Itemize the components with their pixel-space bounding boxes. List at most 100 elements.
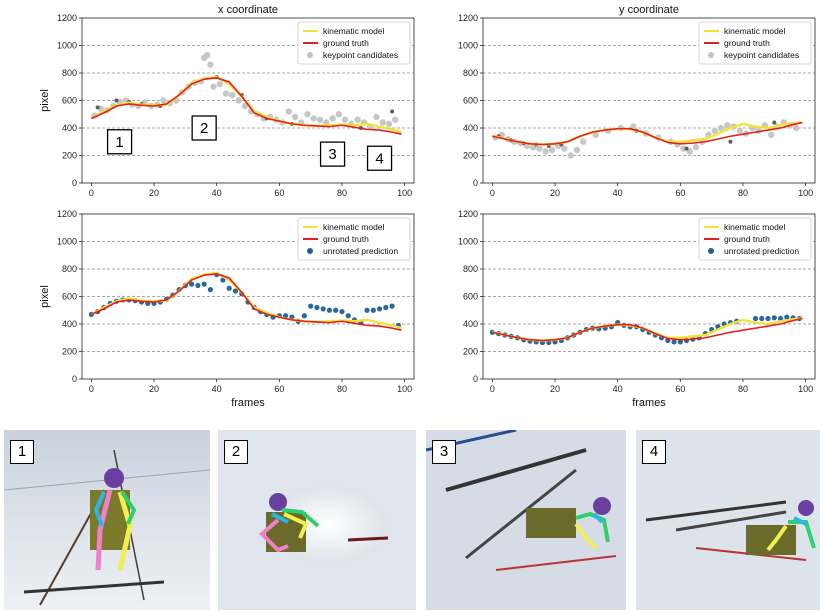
annotation-label-2: 2 [200, 120, 208, 137]
y-tick-label: 200 [62, 347, 77, 357]
x-axis-label: frames [632, 397, 666, 409]
data-point-keypoint-candidates [680, 145, 687, 152]
x-tick-label: 100 [798, 384, 813, 394]
y-tick-label: 800 [463, 264, 478, 274]
data-point-keypoint-candidates [323, 119, 330, 126]
data-point-keypoint-candidates [222, 90, 230, 97]
legend-swatch [708, 248, 714, 254]
series-line-ground-truth [492, 121, 803, 146]
annotation-label-4: 4 [375, 150, 383, 167]
y-tick-label: 600 [463, 96, 478, 106]
legend-label: ground truth [323, 234, 369, 244]
x-tick-label: 80 [738, 384, 748, 394]
data-point-keypoint-candidates [793, 124, 800, 132]
data-point-keypoint-candidates [379, 119, 386, 126]
y-tick-label: 800 [62, 68, 77, 78]
data-point-unrotated-prediction [376, 306, 383, 312]
series-line-ground-truth [91, 273, 402, 331]
y-tick-label: 1000 [57, 41, 77, 51]
data-point-keypoint-candidates [354, 116, 361, 123]
data-point-unrotated-prediction [232, 288, 239, 294]
legend-label: kinematic model [724, 222, 786, 232]
photo-panel-4: 4 [636, 430, 820, 610]
data-point-keypoint-candidates [536, 145, 543, 152]
y-tick-label: 600 [463, 292, 478, 302]
data-point-detected-keypoint [114, 98, 119, 103]
y-tick-label: 1200 [57, 209, 77, 219]
x-tick-label: 0 [490, 188, 495, 198]
y-tick-label: 400 [62, 123, 77, 133]
annotation-label-3: 3 [328, 146, 336, 163]
data-point-keypoint-candidates [392, 116, 399, 123]
legend-label: kinematic model [323, 26, 385, 36]
y-tick-label: 1200 [458, 209, 478, 219]
y-tick-label: 600 [62, 292, 77, 302]
legend-label: kinematic model [323, 222, 385, 232]
skier-photo-3 [426, 430, 626, 610]
data-point-keypoint-candidates [385, 120, 393, 128]
x-tick-label: 0 [89, 188, 94, 198]
legend-box [297, 217, 411, 261]
y-tick-label: 400 [62, 319, 77, 329]
data-point-unrotated-prediction [765, 315, 771, 322]
skier-photo-2 [218, 430, 416, 610]
data-point-keypoint-candidates [717, 124, 725, 132]
x-tick-label: 60 [274, 188, 284, 198]
legend-label: ground truth [724, 234, 770, 244]
x-tick-label: 60 [675, 384, 685, 394]
data-point-keypoint-candidates [304, 111, 311, 118]
x-tick-label: 60 [274, 384, 284, 394]
chart-title: y coordinate [619, 4, 679, 16]
x-tick-label: 0 [89, 384, 94, 394]
data-point-keypoint-candidates [316, 116, 324, 123]
x-tick-label: 80 [337, 188, 347, 198]
data-point-keypoint-candidates [373, 113, 380, 121]
y-tick-label: 0 [72, 374, 77, 384]
data-point-unrotated-prediction [220, 277, 226, 283]
data-point-keypoint-candidates [630, 123, 637, 130]
legend-box [698, 217, 812, 261]
data-point-keypoint-candidates [235, 97, 242, 104]
skier-photo-4 [636, 430, 820, 610]
data-point-keypoint-candidates [229, 91, 236, 99]
legend-box [297, 21, 411, 65]
photo-label-3: 3 [439, 443, 449, 460]
data-point-unrotated-prediction [339, 309, 345, 315]
chart-3: 0 200 400 600 800 1000 1200 0 20 40 60 80 100 pixel fr… [39, 209, 415, 409]
data-point-unrotated-prediction [759, 315, 765, 322]
data-point-keypoint-candidates [736, 127, 744, 134]
annotation-box-3 [319, 141, 346, 167]
legend-label: ground truth [724, 38, 770, 48]
photo-label-4: 4 [649, 443, 659, 460]
data-point-unrotated-prediction [671, 339, 677, 345]
data-point-unrotated-prediction [677, 339, 683, 345]
x-tick-label: 80 [337, 384, 347, 394]
x-tick-label: 40 [212, 188, 222, 198]
y-tick-label: 1000 [458, 237, 478, 247]
data-point-keypoint-candidates [291, 113, 299, 121]
annotation-box-4 [366, 145, 393, 171]
data-point-unrotated-prediction [314, 304, 320, 311]
legend-label: keypoint candidates [724, 50, 799, 60]
legend-label: unrotated prediction [724, 246, 799, 256]
data-point-unrotated-prediction [364, 307, 370, 313]
data-point-keypoint-candidates [341, 116, 349, 123]
photo-panel-1: 1 [4, 430, 210, 610]
data-point-unrotated-prediction [752, 315, 759, 322]
data-point-keypoint-candidates [335, 111, 343, 118]
data-point-keypoint-candidates [329, 115, 336, 122]
data-point-keypoint-candidates [592, 131, 599, 139]
x-tick-label: 40 [212, 384, 222, 394]
y-tick-label: 200 [463, 347, 478, 357]
data-point-detected-keypoint [390, 109, 395, 114]
photo-panel-2: 2 [218, 430, 416, 610]
data-point-keypoint-candidates [567, 152, 574, 159]
data-point-keypoint-candidates [207, 61, 214, 68]
photo-label-1: 1 [17, 443, 27, 460]
data-point-detected-keypoint [684, 146, 689, 151]
photo-label-box-2: 2 [224, 440, 248, 464]
data-point-unrotated-prediction [771, 315, 777, 321]
x-tick-label: 100 [397, 384, 412, 394]
